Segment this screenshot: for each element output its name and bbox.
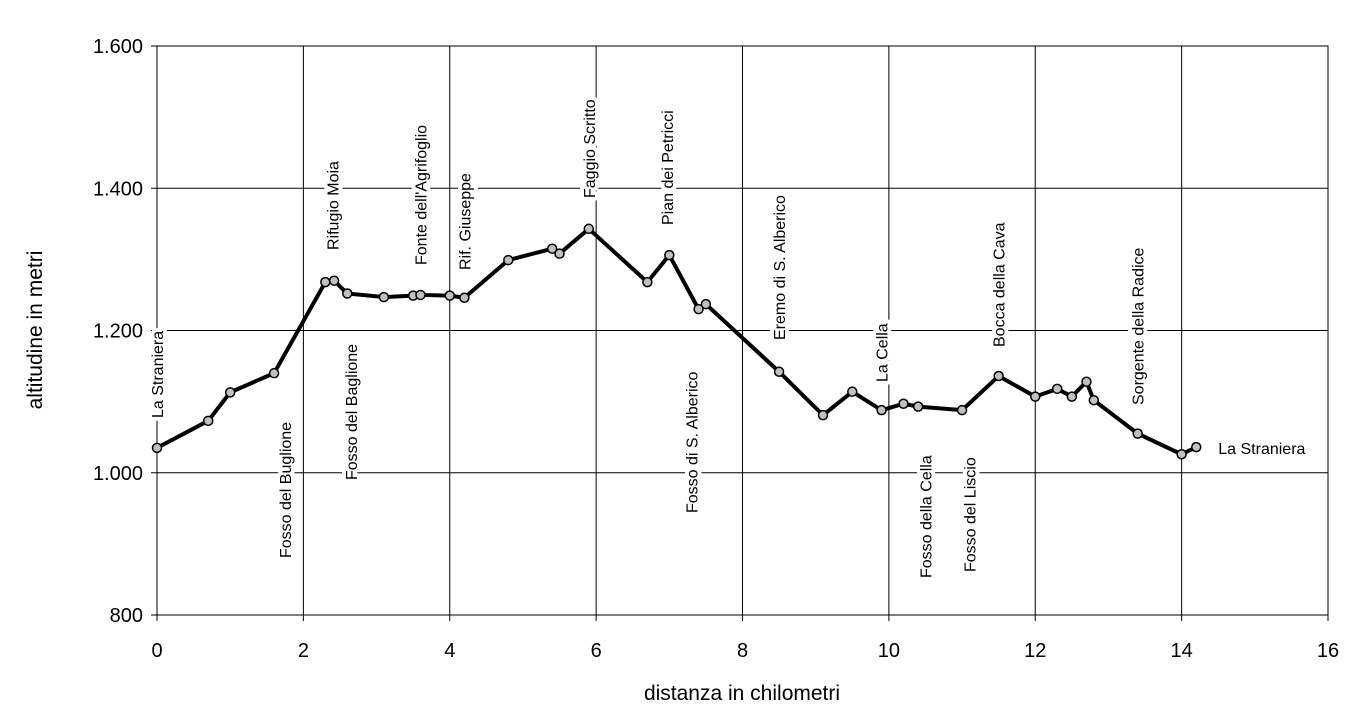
point — [202, 415, 214, 427]
point — [546, 243, 558, 254]
y-tick-label: 1.400 — [93, 178, 143, 200]
annotation: Rifugio Moia — [326, 161, 343, 250]
point — [876, 404, 887, 416]
annotation: La Straniera — [150, 331, 167, 418]
point — [700, 298, 712, 310]
point — [1066, 391, 1078, 402]
x-tick-label: 4 — [444, 640, 455, 662]
y-tick-label: 1.000 — [93, 463, 143, 485]
plot-frame — [156, 45, 1329, 616]
x-axis-title: distanza in chilometri — [644, 682, 840, 705]
y-axis-title: altitudine in metri — [24, 251, 47, 410]
point — [378, 291, 390, 303]
point — [320, 276, 331, 288]
point — [642, 276, 653, 288]
point — [912, 401, 924, 412]
point — [1081, 376, 1092, 387]
point — [773, 366, 785, 378]
point — [151, 442, 163, 454]
annotation: La Cella — [875, 323, 892, 382]
point — [268, 367, 280, 379]
x-tick-label: 6 — [591, 640, 602, 662]
point — [415, 289, 426, 301]
point — [956, 404, 968, 416]
x-tick-label: 14 — [1171, 640, 1193, 662]
annotation: Rif. Giuseppe — [457, 173, 474, 270]
point — [817, 409, 829, 421]
point — [554, 248, 565, 259]
annotation: Faggio Scritto — [582, 99, 599, 198]
point — [583, 223, 595, 235]
x-tick-label: 2 — [298, 640, 309, 662]
x-tick-label: 10 — [878, 640, 900, 662]
x-tick-label: 16 — [1317, 640, 1339, 662]
point — [693, 303, 704, 315]
point — [1176, 449, 1187, 460]
annotation: Bocca della Cava — [992, 222, 1009, 347]
point — [224, 387, 236, 398]
point — [1088, 394, 1100, 406]
y-tick-label: 1.600 — [93, 36, 143, 58]
annotation: Fosso di S. Alberico — [684, 372, 701, 514]
point — [503, 254, 514, 266]
y-tick-label: 1.200 — [93, 321, 143, 343]
x-tick-label: 12 — [1024, 640, 1046, 662]
annotation: Pian dei Petricci — [660, 110, 677, 225]
point — [459, 292, 470, 304]
annotation: Fosso del Liscio — [962, 457, 979, 572]
point — [1132, 428, 1143, 439]
annotation: La Straniera — [1218, 441, 1305, 458]
point — [993, 370, 1004, 382]
annotation: Fosso del Buglione — [278, 422, 295, 558]
point — [898, 398, 909, 410]
point — [328, 275, 340, 286]
point — [847, 386, 858, 397]
point — [1030, 391, 1041, 402]
x-tick-label: 8 — [737, 640, 748, 662]
annotation: Fosso della Cella — [918, 455, 935, 578]
point — [664, 249, 675, 261]
point — [444, 290, 455, 301]
annotation: Sorgente della Radice — [1131, 247, 1148, 405]
point — [342, 288, 353, 299]
x-tick-label: 0 — [151, 640, 162, 662]
point — [1051, 383, 1063, 395]
annotation: Eremo di S. Alberico — [772, 195, 789, 340]
line — [156, 226, 1198, 457]
annotation: Fonte dell'Agrifoglio — [413, 125, 430, 265]
point — [1191, 441, 1202, 453]
annotation: Fosso del Baglione — [344, 344, 361, 480]
y-tick-label: 800 — [110, 605, 143, 627]
